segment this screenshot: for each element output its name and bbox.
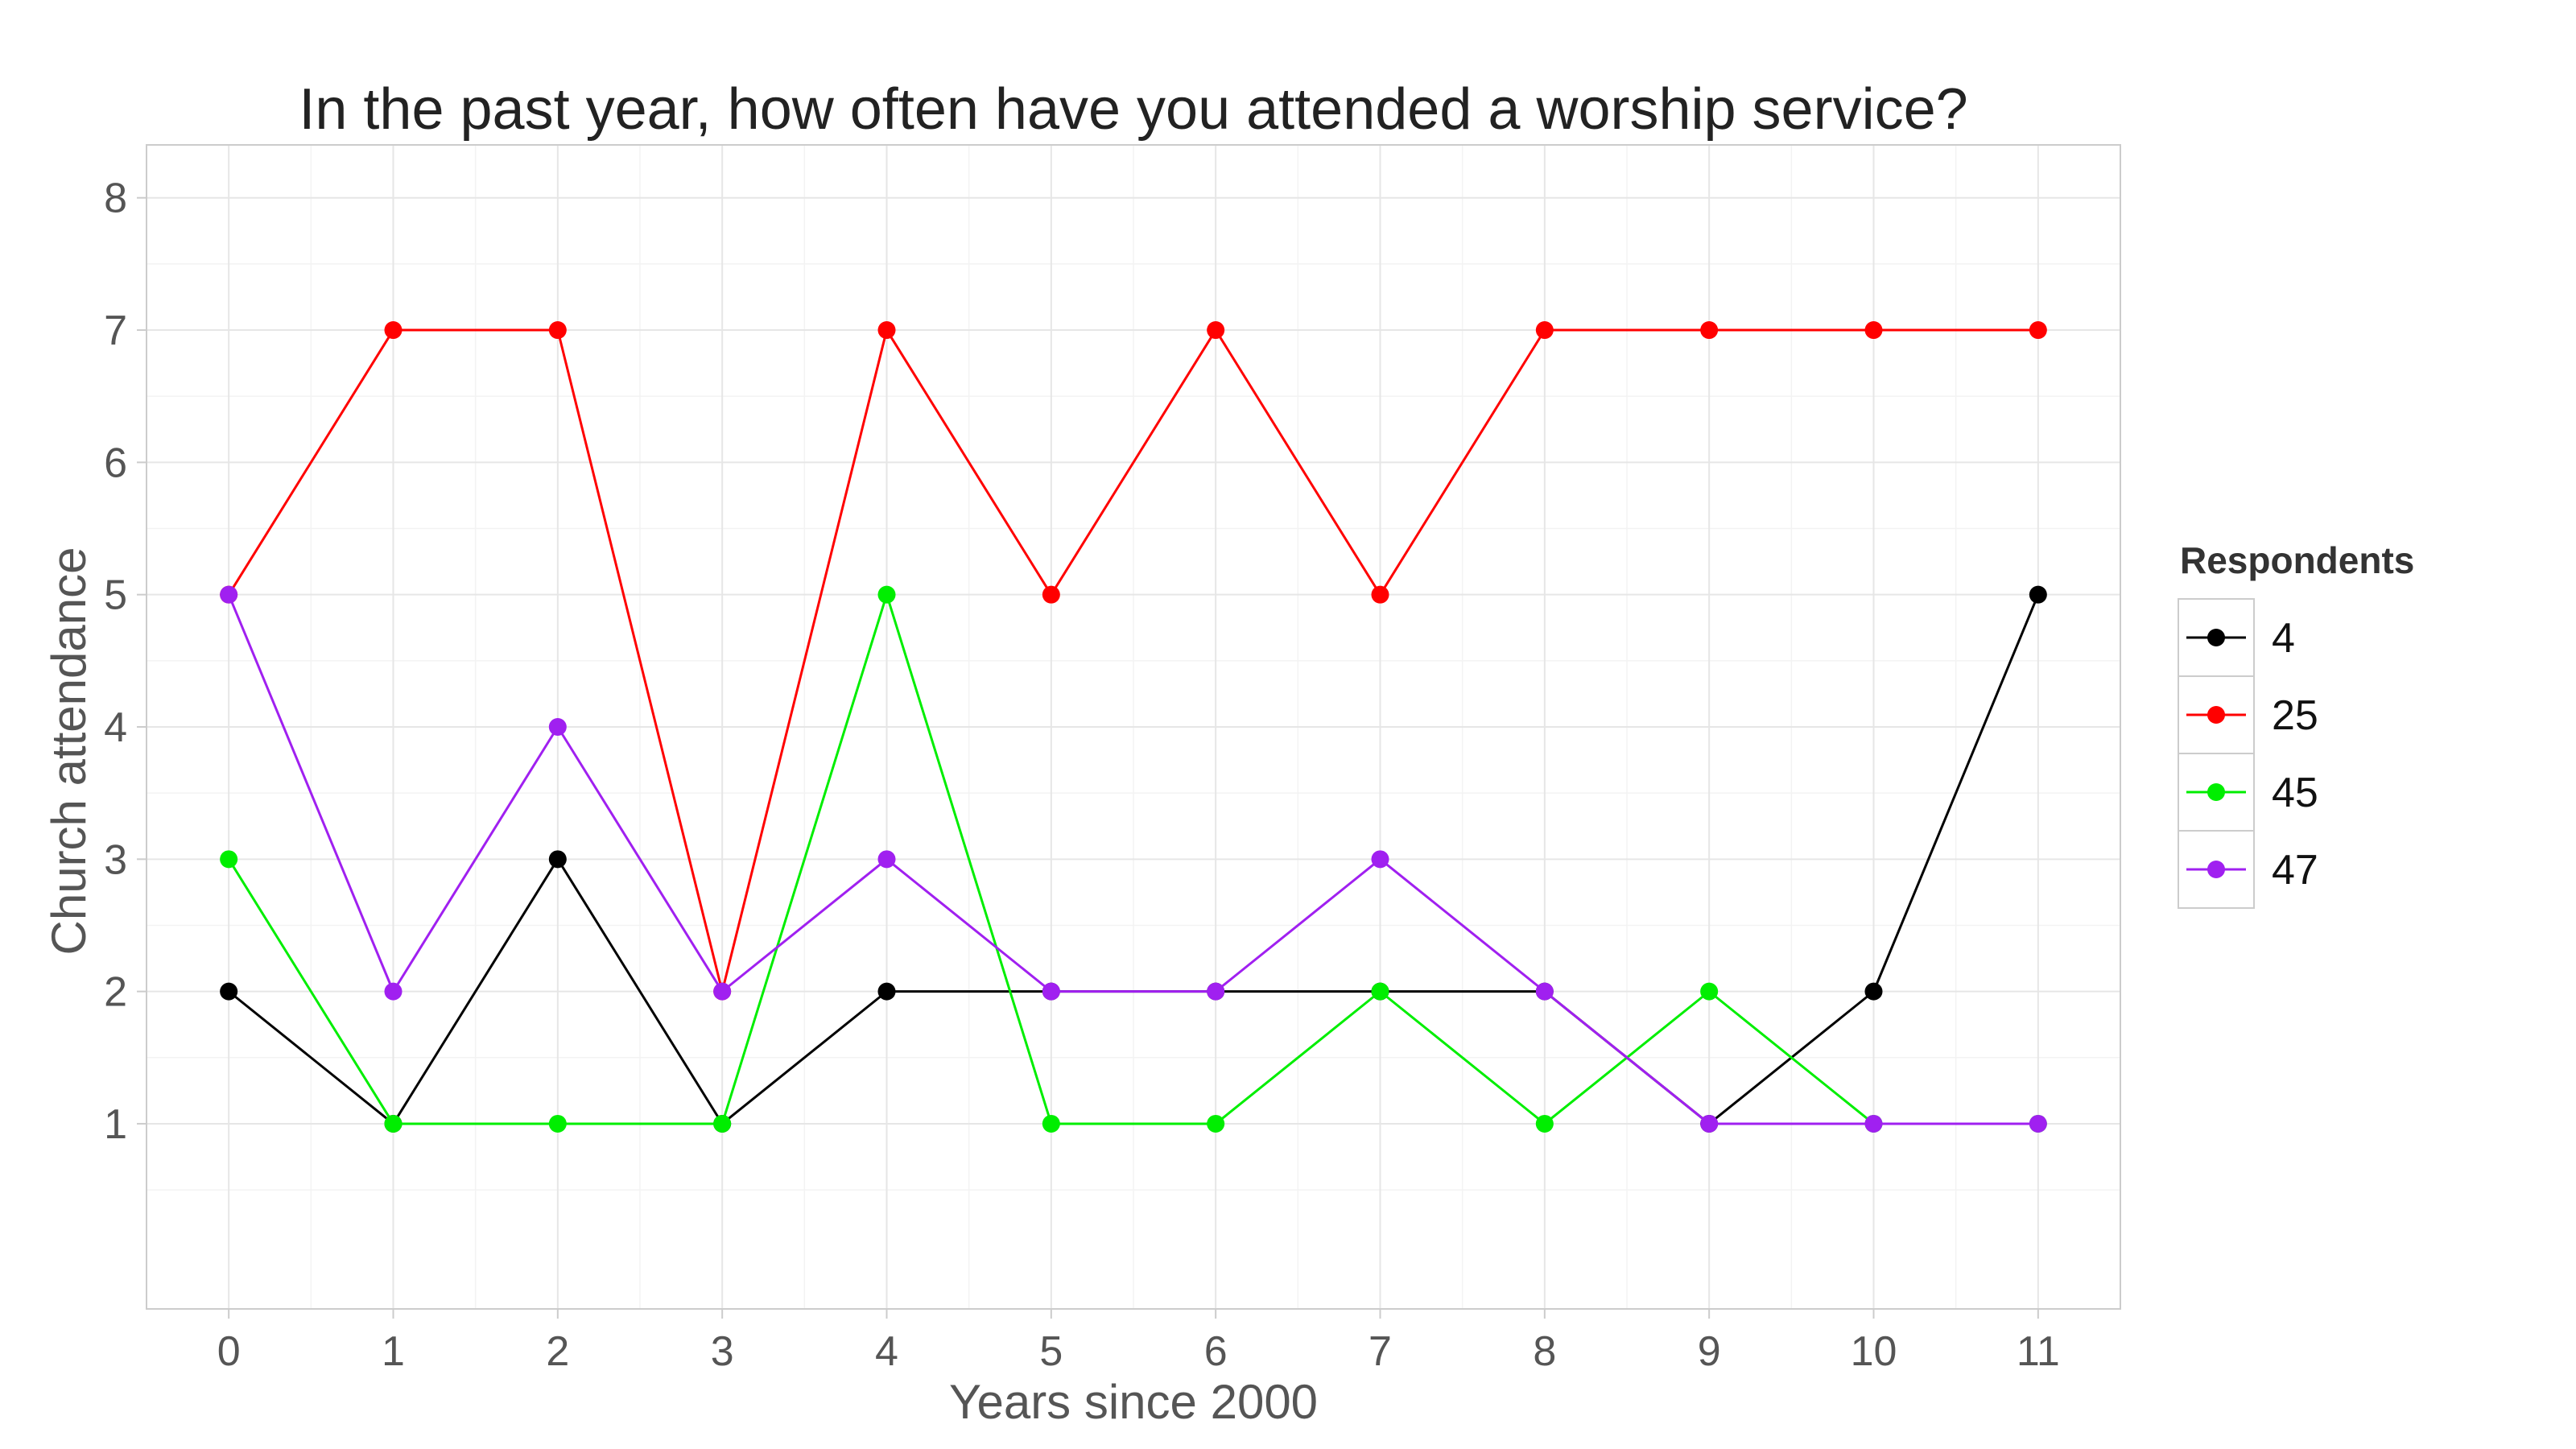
data-point — [1535, 982, 1554, 1001]
legend: Respondents 4 25 45 47 — [2178, 539, 2414, 909]
data-point — [877, 982, 896, 1001]
data-point — [548, 718, 567, 736]
y-tick-label: 4 — [104, 704, 127, 751]
data-point — [1700, 321, 1719, 340]
y-tick-label: 3 — [104, 836, 127, 883]
legend-items: 4 25 45 47 — [2178, 598, 2318, 909]
legend-item-47: 47 — [2178, 830, 2318, 909]
x-tick-label: 0 — [217, 1328, 241, 1375]
data-point — [713, 982, 732, 1001]
data-point — [1535, 321, 1554, 340]
data-point — [384, 1114, 402, 1133]
x-axis: 0 1 2 3 4 5 6 7 8 9 10 11 — [217, 1309, 2060, 1375]
data-point — [2029, 585, 2047, 604]
x-tick-label: 10 — [1851, 1328, 1897, 1375]
y-tick-label: 8 — [104, 175, 127, 222]
data-point — [548, 1114, 567, 1133]
data-point — [1371, 850, 1389, 869]
data-point — [1042, 585, 1060, 604]
data-point — [713, 1114, 732, 1133]
data-point — [1371, 585, 1389, 604]
data-point — [384, 321, 402, 340]
y-tick-label: 7 — [104, 308, 127, 354]
legend-key-point — [2207, 861, 2225, 878]
x-tick-label: 3 — [711, 1328, 734, 1375]
y-tick-label: 5 — [104, 572, 127, 619]
data-point — [877, 321, 896, 340]
y-axis-title: Church attendance — [42, 547, 96, 955]
x-tick-label: 5 — [1039, 1328, 1063, 1375]
data-point — [1042, 1114, 1060, 1133]
x-tick-label: 11 — [2017, 1328, 2060, 1375]
data-point — [1371, 982, 1389, 1001]
legend-label: 45 — [2272, 770, 2318, 816]
x-tick-label: 8 — [1533, 1328, 1556, 1375]
series-line — [227, 594, 2038, 1125]
data-point — [1207, 982, 1225, 1001]
data-point — [877, 850, 896, 869]
legend-key-point — [2207, 706, 2225, 724]
y-axis: 1 2 3 4 5 6 7 8 — [104, 175, 147, 1148]
legend-key-point — [2207, 783, 2225, 801]
y-tick-label: 6 — [104, 440, 127, 486]
data-point — [220, 982, 238, 1001]
data-point — [1207, 1114, 1225, 1133]
legend-label: 25 — [2272, 692, 2318, 739]
x-axis-title: Years since 2000 — [949, 1375, 1318, 1429]
x-tick-label: 7 — [1368, 1328, 1392, 1375]
series-line — [227, 328, 2038, 993]
y-tick-label: 2 — [104, 969, 127, 1016]
series-line — [227, 593, 2038, 1125]
x-tick-label: 4 — [875, 1328, 898, 1375]
data-point — [384, 982, 402, 1001]
data-point — [1864, 1114, 1883, 1133]
legend-item-4: 4 — [2178, 598, 2295, 677]
legend-title: Respondents — [2180, 539, 2414, 581]
data-point — [1700, 982, 1719, 1001]
series-47 — [220, 585, 2047, 1133]
x-tick-label: 6 — [1204, 1328, 1228, 1375]
data-point — [1207, 321, 1225, 340]
data-point — [2029, 1114, 2047, 1133]
data-point — [548, 850, 567, 869]
chart-title: In the past year, how often have you att… — [299, 77, 1967, 142]
legend-label: 47 — [2272, 847, 2318, 894]
data-point — [220, 850, 238, 869]
legend-item-25: 25 — [2178, 675, 2318, 754]
grid — [147, 145, 2120, 1309]
data-point — [1700, 1114, 1719, 1133]
data-point — [220, 585, 238, 604]
x-tick-label: 2 — [546, 1328, 569, 1375]
data-point — [1042, 982, 1060, 1001]
y-tick-label: 1 — [104, 1101, 127, 1148]
x-tick-label: 1 — [382, 1328, 405, 1375]
legend-label: 4 — [2272, 615, 2295, 662]
data-point — [2029, 321, 2047, 340]
data-point — [548, 321, 567, 340]
data-point — [1864, 321, 1883, 340]
data-point — [1535, 1114, 1554, 1133]
legend-key-point — [2207, 629, 2225, 646]
legend-item-45: 45 — [2178, 753, 2318, 832]
data-point — [877, 585, 896, 604]
x-tick-label: 9 — [1698, 1328, 1721, 1375]
series-layer — [220, 321, 2047, 1133]
data-point — [1864, 982, 1883, 1001]
